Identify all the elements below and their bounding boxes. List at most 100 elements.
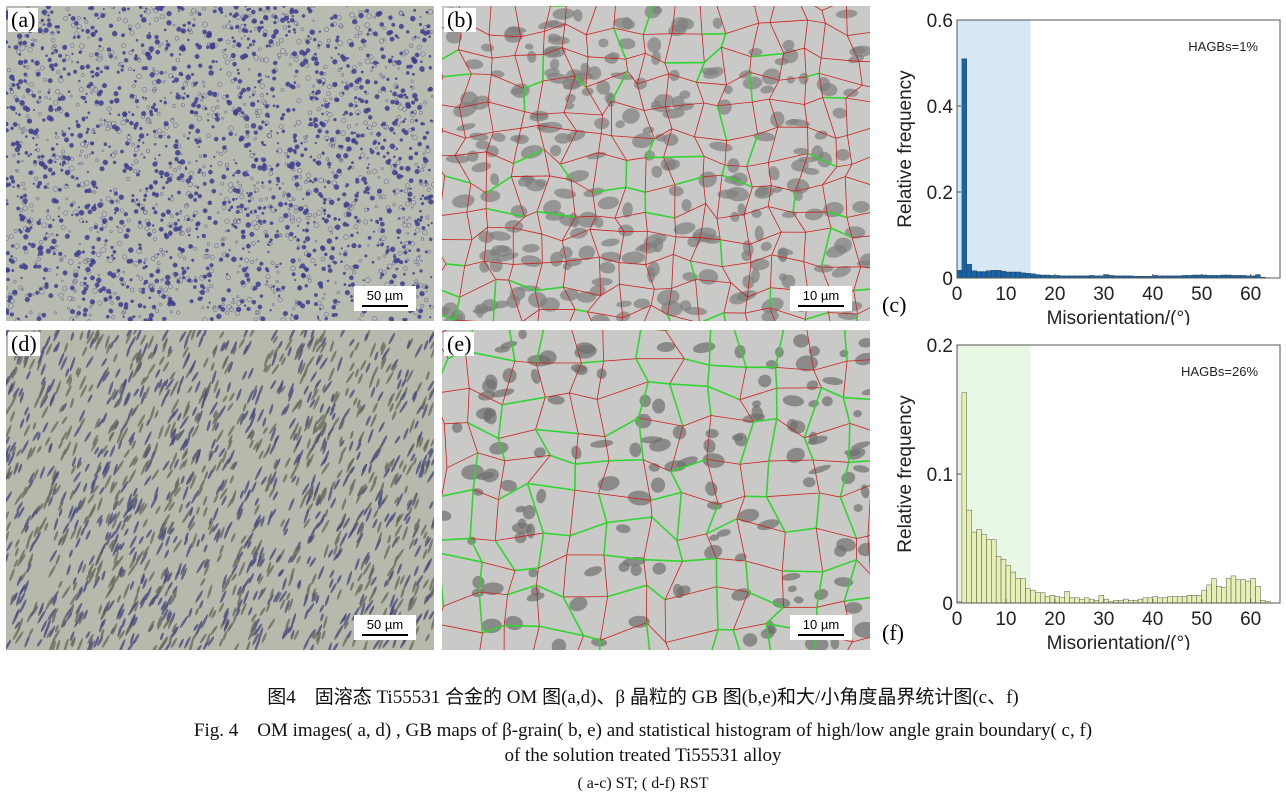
histogram-bar — [1069, 597, 1075, 604]
histogram-bar — [1064, 591, 1070, 604]
histogram-bar — [1035, 274, 1041, 279]
histogram-bar — [971, 531, 977, 604]
panel-label-b: (b) — [444, 8, 476, 32]
x-tick-label: 0 — [952, 609, 963, 630]
histogram-bar — [981, 271, 987, 279]
x-tick-label: 20 — [1044, 284, 1065, 305]
histogram-bar — [1015, 578, 1021, 604]
caption-en-2: of the solution treated Ti55531 alloy — [504, 745, 782, 766]
caption-zh: 图4 固溶态 Ti55531 合金的 OM 图(a,d)、β 晶粒的 GB 图(… — [267, 687, 1019, 708]
histogram-bar — [1181, 596, 1188, 604]
histogram-bar — [1186, 595, 1193, 604]
histogram-bar — [986, 270, 992, 279]
x-tick-label: 50 — [1191, 609, 1212, 630]
histogram-bar — [1177, 596, 1183, 604]
histogram-bar — [1201, 589, 1207, 604]
x-tick-label: 10 — [995, 609, 1016, 630]
histogram-bar — [1020, 578, 1026, 604]
histogram-bar — [1162, 597, 1168, 604]
panel-label-a: (a) — [8, 8, 39, 32]
panel-label-e: (e) — [444, 332, 475, 356]
x-tick-label: 60 — [1240, 609, 1261, 630]
y-tick-label: 0.4 — [927, 97, 954, 118]
micrograph-d: (d) 50 µm — [6, 330, 434, 650]
scale-bar-e: 10 µm — [790, 615, 852, 640]
gb-map-b — [442, 6, 870, 321]
x-axis-label: Misorientation/(°) — [1047, 633, 1191, 650]
y-tick-label: 0.1 — [927, 465, 953, 486]
hagb-annotation: HAGBs=1% — [1188, 39, 1258, 54]
panel-label-c: (c) — [882, 292, 907, 317]
histogram-bar — [1035, 592, 1041, 604]
hagb-annotation: HAGBs=26% — [1181, 364, 1258, 379]
histogram-bar — [1079, 598, 1085, 604]
x-tick-label: 30 — [1093, 609, 1114, 630]
histogram-bar — [1025, 588, 1031, 604]
y-tick-label: 0 — [942, 594, 953, 615]
histogram-bar — [1172, 596, 1178, 604]
histogram-f: 0 10 20 30 40 50 60 0 0.1 0.2 Misorientation/(°) Re… — [895, 336, 1281, 650]
y-tick-label: 0.2 — [927, 336, 953, 357]
x-tick-label: 0 — [952, 284, 963, 305]
histogram-bar — [1074, 597, 1080, 604]
histogram-bar — [1123, 598, 1129, 604]
histogram-bar — [1196, 595, 1202, 604]
histogram-bar — [995, 556, 1002, 604]
histogram-bar — [976, 271, 982, 279]
y-tick-label: 0.2 — [927, 183, 953, 204]
histogram-bar — [1005, 565, 1012, 604]
histogram-bar — [1211, 578, 1217, 604]
histogram-bar — [1142, 597, 1149, 604]
histogram-bar — [1054, 596, 1060, 604]
scale-text: 10 µm — [802, 617, 840, 632]
x-tick-label: 10 — [995, 284, 1016, 305]
x-tick-label: 60 — [1240, 284, 1261, 305]
histogram-bar — [1039, 592, 1046, 604]
histogram-bar — [961, 392, 967, 604]
histogram-bar — [1025, 273, 1031, 279]
histogram-bar — [1059, 597, 1065, 604]
histogram-bar — [1235, 579, 1242, 604]
x-axis-label: Misorientation/(°) — [1047, 308, 1191, 325]
histogram-bar — [961, 58, 967, 279]
histogram-bar — [1255, 274, 1261, 279]
histogram-bar — [1098, 595, 1105, 604]
scale-text: 10 µm — [802, 288, 840, 303]
histogram-bar — [1000, 270, 1007, 279]
scale-text: 50 µm — [366, 288, 404, 303]
histogram-bar — [1167, 596, 1173, 604]
x-tick-label: 40 — [1142, 609, 1163, 630]
y-axis-label: Relative frequency — [895, 70, 916, 228]
om-image-d — [6, 330, 434, 650]
scale-text: 50 µm — [366, 617, 404, 632]
histogram-bar — [1225, 578, 1232, 604]
x-tick-label: 20 — [1044, 609, 1065, 630]
y-tick-label: 0 — [942, 269, 953, 290]
caption-en-3: ( a-c) ST; ( d-f) RST — [577, 775, 709, 792]
histogram-bar — [1240, 579, 1246, 604]
histogram-bar — [991, 270, 997, 279]
histogram-bar — [991, 539, 997, 604]
x-tick-label: 50 — [1191, 284, 1212, 305]
histogram-bar — [1088, 598, 1095, 604]
histogram-bar — [1005, 271, 1012, 279]
scale-bar-b: 10 µm — [790, 286, 852, 311]
micrograph-b: (b) 10 µm — [442, 6, 870, 321]
histogram-bar — [1010, 271, 1016, 279]
y-axis-label: Relative frequency — [895, 395, 916, 553]
histogram-bar — [1084, 597, 1090, 604]
histogram-bar — [1157, 597, 1163, 604]
histogram-bar — [1137, 598, 1144, 604]
caption-en-1: Fig. 4 OM images( a, d) , GB maps of β-g… — [193, 720, 1093, 741]
x-tick-label: 30 — [1093, 284, 1114, 305]
histogram-bar — [1030, 589, 1036, 604]
scale-bar-d: 50 µm — [354, 615, 416, 640]
histogram-bar — [1020, 272, 1026, 279]
plot-frame — [956, 19, 1281, 279]
x-tick-label: 40 — [1142, 284, 1163, 305]
histogram-bar — [976, 529, 982, 604]
panel-label-f: (f) — [882, 620, 904, 645]
histogram-bar — [1049, 595, 1056, 604]
histogram-bar — [1010, 571, 1016, 604]
histogram-bar — [1030, 273, 1036, 279]
